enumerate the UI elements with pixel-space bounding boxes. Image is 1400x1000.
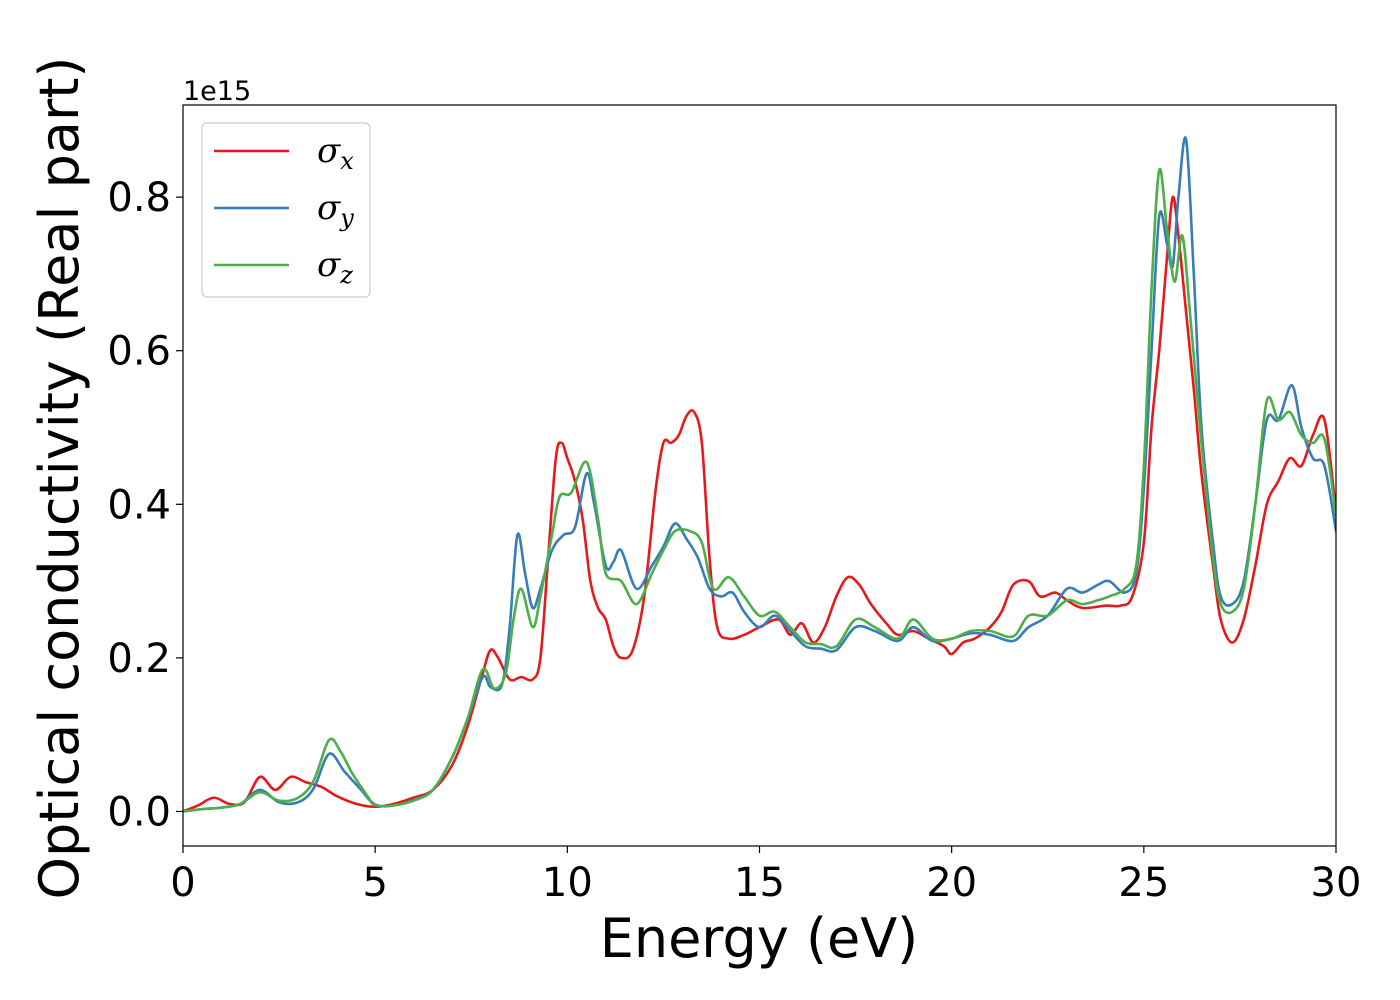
y-axis-label: Optical conductivity (Real part) <box>28 57 91 900</box>
y-offset-label: 1e15 <box>183 76 251 107</box>
x-tick-label: 25 <box>1118 860 1169 906</box>
x-tick-label: 5 <box>362 860 387 906</box>
legend-label-x: σx <box>317 131 354 175</box>
series-lines <box>183 136 1336 813</box>
x-tick-label: 30 <box>1311 860 1362 906</box>
axes: 0 5 10 15 20 25 30 0.0 0.2 0.4 0.6 0.8 <box>107 104 1362 906</box>
x-tick-label: 15 <box>734 860 785 906</box>
x-tick-label: 0 <box>170 860 195 906</box>
legend-box <box>201 122 371 298</box>
legend-label-y: σy <box>317 188 354 232</box>
y-tick-label: 0.8 <box>107 175 171 221</box>
x-tick-label: 20 <box>926 860 977 906</box>
y-tick-label: 0.0 <box>107 789 171 835</box>
y-tick-label: 0.4 <box>107 482 171 528</box>
plot-area <box>183 136 1336 813</box>
series-line-z <box>183 167 1336 813</box>
y-tick-label: 0.6 <box>107 329 171 375</box>
x-axis-label: Energy (eV) <box>600 907 919 970</box>
x-tick-label: 10 <box>542 860 593 906</box>
y-tick-label: 0.2 <box>107 636 171 682</box>
